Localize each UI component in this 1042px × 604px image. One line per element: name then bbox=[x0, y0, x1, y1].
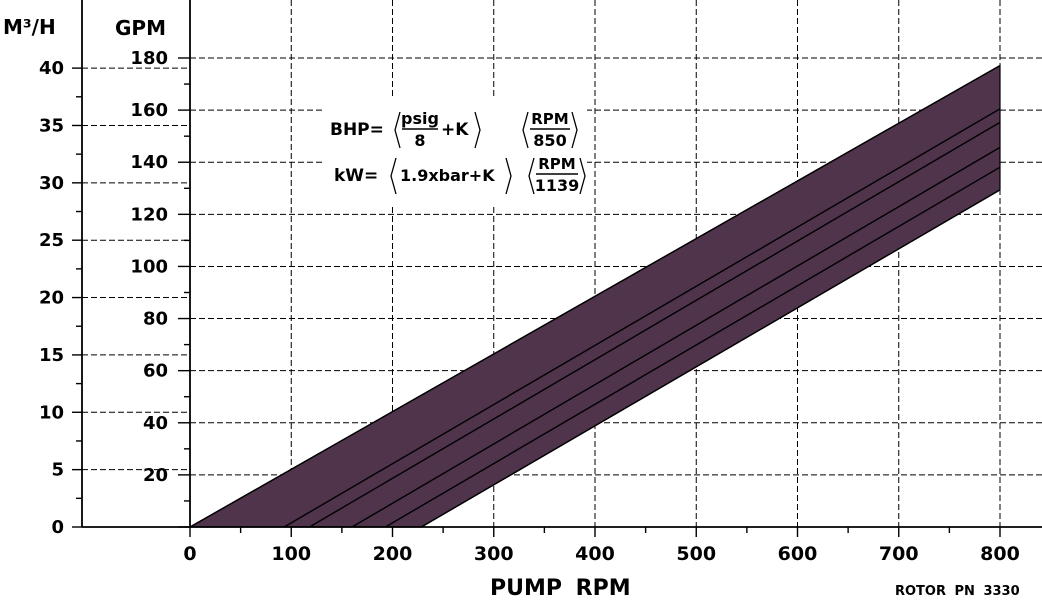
tick-labels: 0 100 200 300 400 500 600 700 800204060801001201… bbox=[39, 48, 1020, 565]
rotor-footnote: ROTOR PN 3330 bbox=[895, 584, 1020, 599]
gpm-tick-label: 180 bbox=[130, 48, 168, 69]
axes bbox=[72, 0, 1042, 537]
gpm-tick-label: 60 bbox=[143, 361, 168, 382]
gpm-tick-label: 100 bbox=[130, 256, 168, 277]
gpm-tick-label: 160 bbox=[130, 100, 168, 121]
gpm-tick-label: 140 bbox=[130, 152, 168, 173]
formula-brackets bbox=[394, 111, 578, 149]
kw-label: kW= bbox=[334, 166, 378, 186]
grid-lines bbox=[82, 0, 1042, 527]
bhp-psig: psig bbox=[401, 109, 439, 128]
m3h-tick-label: 0 bbox=[51, 517, 64, 538]
x-tick-label: 600 bbox=[778, 543, 818, 565]
curve-line-3 bbox=[309, 121, 1001, 528]
gpm-tick-label: 120 bbox=[130, 204, 168, 225]
x-tick-label: 200 bbox=[373, 543, 413, 565]
m3h-tick-label: 10 bbox=[39, 402, 64, 423]
curve-line-1 bbox=[189, 64, 1001, 528]
kw-rpm: RPM bbox=[538, 155, 575, 173]
curve-lines bbox=[189, 64, 1001, 528]
m3h-tick-label: 40 bbox=[39, 58, 64, 79]
x-tick-label: 400 bbox=[575, 543, 615, 565]
x-tick-label: 500 bbox=[676, 543, 716, 565]
gpm-tick-label: 40 bbox=[143, 413, 168, 434]
curve-line-5 bbox=[385, 166, 1001, 528]
bhp-k: +K bbox=[441, 120, 469, 140]
power-formula: BHP= psig 8 +K RPM 850 kW= 1.9xbar+K RPM… bbox=[325, 98, 587, 206]
gpm-axis-label: GPM bbox=[115, 16, 166, 40]
m3h-tick-label: 20 bbox=[39, 288, 64, 309]
m3h-tick-label: 35 bbox=[39, 115, 64, 136]
kw-rpm-divisor: 1139 bbox=[535, 176, 580, 195]
curve-line-6 bbox=[421, 189, 1001, 528]
formula-background bbox=[325, 98, 587, 206]
x-tick-label: 100 bbox=[271, 543, 311, 565]
x-tick-label: 300 bbox=[474, 543, 514, 565]
gpm-tick-label: 20 bbox=[143, 465, 168, 486]
bhp-psig-divisor: 8 bbox=[414, 131, 425, 150]
x-tick-label: 700 bbox=[879, 543, 919, 565]
m3h-tick-label: 30 bbox=[39, 173, 64, 194]
m3h-tick-label: 25 bbox=[39, 230, 64, 251]
bhp-rpm: RPM bbox=[531, 110, 568, 128]
curve-line-2 bbox=[283, 108, 1001, 528]
kw-expression: 1.9xbar+K bbox=[400, 166, 495, 185]
formula-brackets bbox=[390, 157, 586, 195]
x-axis-label: PUMP RPM bbox=[490, 576, 631, 601]
bhp-rpm-divisor: 850 bbox=[533, 131, 566, 150]
curve-line-4 bbox=[351, 146, 1001, 528]
bhp-label: BHP= bbox=[330, 120, 384, 140]
x-tick-label: 0 bbox=[183, 543, 196, 565]
m3h-axis-label: M³/H bbox=[3, 15, 56, 39]
m3h-tick-label: 15 bbox=[39, 345, 64, 366]
m3h-tick-label: 5 bbox=[51, 460, 64, 481]
gpm-tick-label: 80 bbox=[143, 309, 168, 330]
x-tick-label: 800 bbox=[980, 543, 1020, 565]
